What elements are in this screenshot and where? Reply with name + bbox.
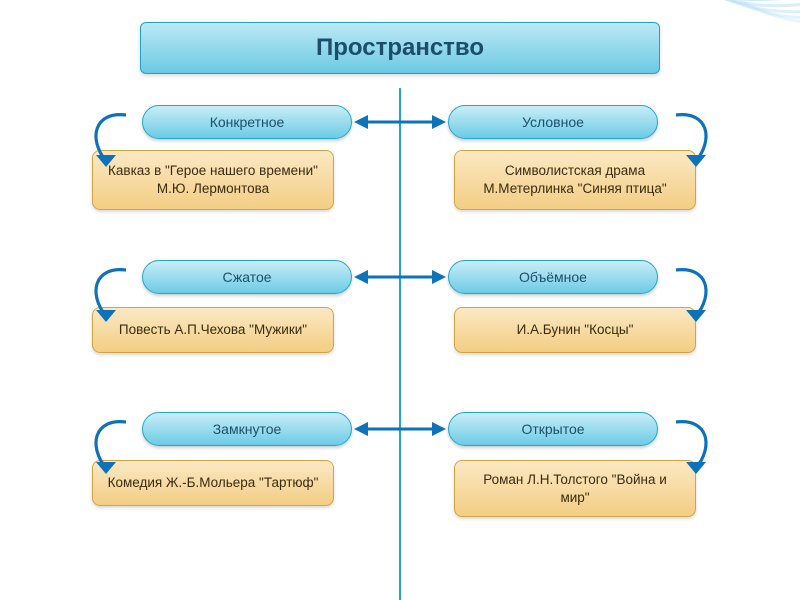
example-right-0: Символистская драма М.Метерлинка "Синяя … <box>454 150 696 210</box>
example-right-2: Роман Л.Н.Толстого "Война и мир" <box>454 460 696 517</box>
category-left-0: Конкретное <box>142 105 352 139</box>
category-left-1: Сжатое <box>142 260 352 294</box>
title-text: Пространство <box>316 34 484 62</box>
bidir-arrow-icon <box>354 266 446 288</box>
curve-arrow-icon <box>88 416 138 474</box>
vertical-divider <box>399 88 401 600</box>
category-right-2: Открытое <box>448 412 658 446</box>
curve-arrow-icon <box>88 264 138 322</box>
curve-arrow-icon <box>88 109 138 167</box>
title-box: Пространство <box>140 22 660 74</box>
example-right-1: И.А.Бунин "Косцы" <box>454 307 696 353</box>
category-right-0: Условное <box>448 105 658 139</box>
bidir-arrow-icon <box>354 111 446 133</box>
bidir-arrow-icon <box>354 418 446 440</box>
category-right-1: Объёмное <box>448 260 658 294</box>
curve-arrow-icon <box>664 416 714 474</box>
curve-arrow-icon <box>664 264 714 322</box>
category-left-2: Замкнутое <box>142 412 352 446</box>
curve-arrow-icon <box>664 109 714 167</box>
